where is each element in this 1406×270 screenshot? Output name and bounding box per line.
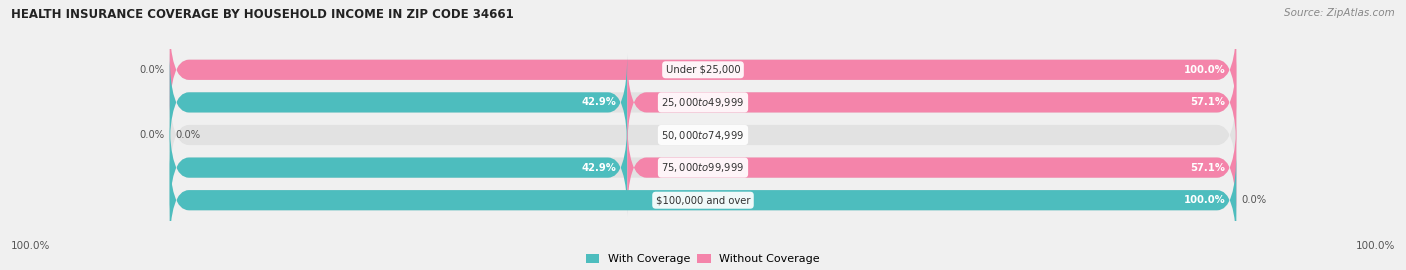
FancyBboxPatch shape	[170, 54, 1236, 151]
Text: 100.0%: 100.0%	[1184, 65, 1226, 75]
FancyBboxPatch shape	[170, 86, 1236, 184]
Text: 0.0%: 0.0%	[139, 65, 165, 75]
Text: 0.0%: 0.0%	[1241, 195, 1267, 205]
FancyBboxPatch shape	[170, 54, 627, 151]
Text: 0.0%: 0.0%	[139, 130, 165, 140]
FancyBboxPatch shape	[170, 152, 1236, 249]
Text: $25,000 to $49,999: $25,000 to $49,999	[661, 96, 745, 109]
FancyBboxPatch shape	[627, 54, 1236, 151]
FancyBboxPatch shape	[170, 119, 627, 216]
Text: 42.9%: 42.9%	[582, 97, 617, 107]
FancyBboxPatch shape	[170, 152, 1236, 249]
Text: 100.0%: 100.0%	[1184, 195, 1226, 205]
FancyBboxPatch shape	[627, 119, 1236, 216]
Text: 42.9%: 42.9%	[582, 163, 617, 173]
Text: 57.1%: 57.1%	[1191, 97, 1226, 107]
Text: 0.0%: 0.0%	[174, 130, 200, 140]
Text: 100.0%: 100.0%	[11, 241, 51, 251]
Text: $75,000 to $99,999: $75,000 to $99,999	[661, 161, 745, 174]
Text: $50,000 to $74,999: $50,000 to $74,999	[661, 129, 745, 141]
FancyBboxPatch shape	[170, 21, 1236, 118]
FancyBboxPatch shape	[170, 21, 1236, 118]
Text: HEALTH INSURANCE COVERAGE BY HOUSEHOLD INCOME IN ZIP CODE 34661: HEALTH INSURANCE COVERAGE BY HOUSEHOLD I…	[11, 8, 515, 21]
Text: Under $25,000: Under $25,000	[665, 65, 741, 75]
Text: 100.0%: 100.0%	[1355, 241, 1395, 251]
FancyBboxPatch shape	[170, 119, 1236, 216]
Text: Source: ZipAtlas.com: Source: ZipAtlas.com	[1284, 8, 1395, 18]
Text: $100,000 and over: $100,000 and over	[655, 195, 751, 205]
Legend: With Coverage, Without Coverage: With Coverage, Without Coverage	[586, 254, 820, 264]
Text: 57.1%: 57.1%	[1191, 163, 1226, 173]
